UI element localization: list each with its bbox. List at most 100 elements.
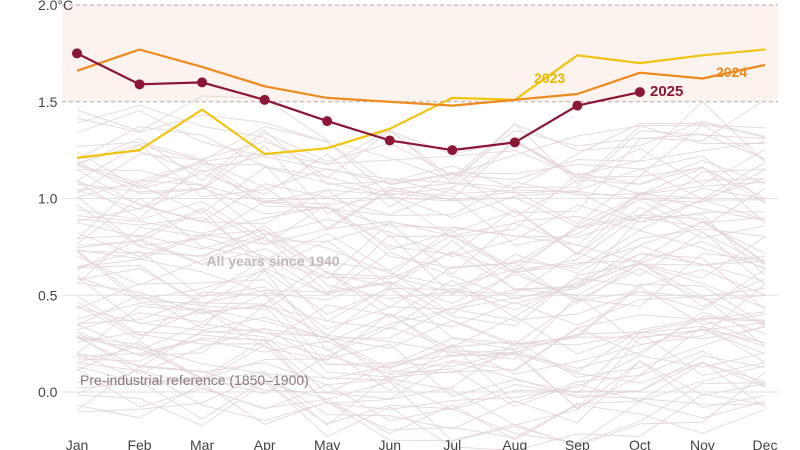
background-year-line-2017 xyxy=(76,124,766,200)
background-year-line-1999 xyxy=(76,179,766,258)
background-year-line-1984 xyxy=(76,228,766,301)
background-year-line-1991 xyxy=(76,204,766,278)
series-point-2025-may xyxy=(322,116,333,127)
background-year-line-1972 xyxy=(76,269,766,352)
background-year-line-1963 xyxy=(76,304,766,378)
background-year-line-2012 xyxy=(76,150,766,199)
series-point-2025-jul xyxy=(447,145,458,156)
background-year-line-2021 xyxy=(76,123,766,185)
x-tick-label-jun: Jun xyxy=(378,437,401,450)
series-label-2024: 2024 xyxy=(716,64,747,80)
background-year-line-1966 xyxy=(76,293,766,369)
x-tick-label-sep: Sep xyxy=(565,437,590,450)
y-axis-ticks: 0.0 0.5 1.0 1.5 2.0°C xyxy=(38,0,73,400)
background-year-line-1998 xyxy=(76,187,766,245)
series-point-2025-oct xyxy=(634,87,645,98)
series-point-2025-sep xyxy=(572,100,583,111)
background-year-line-1955 xyxy=(76,325,766,405)
background-years-label: All years since 1940 xyxy=(206,253,339,269)
series-line-2025 xyxy=(76,52,641,152)
x-axis-ticks: Jan Feb Mar Apr May Jun Jul Aug Sep Oct Nov Dec xyxy=(66,437,778,450)
series-point-2025-jan xyxy=(72,48,82,59)
background-year-line-1948 xyxy=(76,362,766,422)
y-tick-label: 0.5 xyxy=(38,287,58,303)
background-year-line-1942 xyxy=(76,368,766,441)
background-year-line-1986 xyxy=(76,229,766,300)
series-point-2025-jun xyxy=(384,135,395,146)
background-year-line-1993 xyxy=(76,197,766,280)
series-point-2025-feb xyxy=(134,79,145,90)
background-year-line-1964 xyxy=(76,315,766,370)
background-year-line-2019 xyxy=(76,109,766,188)
y-tick-label: 2.0°C xyxy=(38,0,73,13)
background-year-line-1946 xyxy=(76,365,766,439)
x-tick-label-aug: Aug xyxy=(502,437,527,450)
background-year-line-2000 xyxy=(76,181,766,256)
x-tick-label-jul: Jul xyxy=(443,437,461,450)
series-line-2023 xyxy=(76,48,766,159)
background-year-line-1989 xyxy=(76,220,766,287)
highlighted-series xyxy=(72,48,766,159)
background-year-line-2020 xyxy=(76,120,766,179)
threshold-band xyxy=(62,5,778,102)
background-year-line-1974 xyxy=(76,276,766,345)
background-year-line-1943 xyxy=(76,371,766,447)
background-year-line-2022 xyxy=(76,100,766,179)
background-year-line-1952 xyxy=(76,336,766,411)
background-year-line-1979 xyxy=(76,250,766,319)
background-year-line-1990 xyxy=(76,209,766,290)
background-year-line-1971 xyxy=(76,279,766,347)
x-tick-label-may: May xyxy=(314,437,340,450)
background-years-lines xyxy=(76,95,766,450)
background-year-line-2014 xyxy=(76,132,766,193)
background-year-line-2004 xyxy=(76,166,766,224)
y-tick-label: 1.5 xyxy=(38,94,58,110)
background-year-line-1970 xyxy=(76,286,766,349)
background-year-line-1940 xyxy=(76,382,766,444)
background-year-line-2009 xyxy=(76,162,766,217)
baseline-label: Pre-industrial reference (1850–1900) xyxy=(80,372,309,388)
x-tick-label-dec: Dec xyxy=(753,437,778,450)
series-line-2024 xyxy=(76,48,766,107)
background-year-line-1962 xyxy=(76,317,766,381)
x-tick-label-oct: Oct xyxy=(629,437,651,450)
x-tick-label-apr: Apr xyxy=(254,437,276,450)
background-year-line-2018 xyxy=(76,114,766,186)
background-year-line-1941 xyxy=(76,378,766,450)
background-year-line-1968 xyxy=(76,295,766,347)
background-year-line-1957 xyxy=(76,325,766,404)
background-year-line-1995 xyxy=(76,198,766,276)
background-year-line-1960 xyxy=(76,325,766,378)
x-tick-label-feb: Feb xyxy=(127,437,151,450)
background-year-line-1958 xyxy=(76,332,766,397)
background-year-line-1969 xyxy=(76,282,766,360)
background-year-line-1951 xyxy=(76,345,766,411)
background-year-line-1973 xyxy=(76,263,766,340)
background-year-line-2005 xyxy=(76,159,766,238)
series-point-2025-apr xyxy=(259,94,270,105)
background-year-line-1945 xyxy=(76,360,766,430)
background-year-line-1996 xyxy=(76,195,766,256)
background-year-line-1944 xyxy=(76,381,766,445)
background-year-line-2023 xyxy=(76,95,766,181)
background-year-line-2006 xyxy=(76,162,766,238)
background-year-line-2015 xyxy=(76,126,766,196)
series-label-2023: 2023 xyxy=(534,70,565,86)
background-year-line-1987 xyxy=(76,230,766,296)
series-point-2025-mar xyxy=(197,77,208,88)
background-year-line-1981 xyxy=(76,251,766,315)
series-label-2025: 2025 xyxy=(650,83,683,100)
y-tick-label: 0.0 xyxy=(38,384,58,400)
x-tick-label-nov: Nov xyxy=(690,437,715,450)
y-tick-label: 1.0 xyxy=(38,191,58,207)
x-tick-label-mar: Mar xyxy=(190,437,214,450)
background-year-line-2013 xyxy=(76,133,766,214)
background-year-line-2011 xyxy=(76,143,766,200)
background-year-line-2016 xyxy=(76,122,766,190)
background-year-line-2010 xyxy=(76,145,766,224)
background-year-line-1977 xyxy=(76,250,766,330)
series-point-2025-aug xyxy=(509,137,520,148)
background-year-line-1950 xyxy=(76,352,766,408)
x-tick-label-jan: Jan xyxy=(66,437,89,450)
